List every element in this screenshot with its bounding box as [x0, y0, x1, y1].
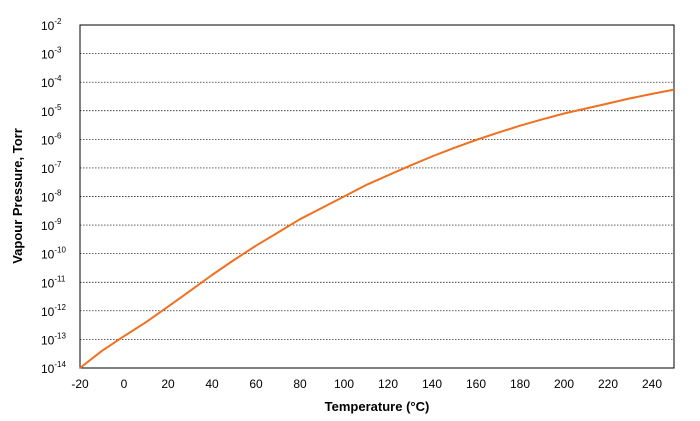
y-tick-base: 10: [41, 191, 55, 205]
grid-lines: [80, 53, 674, 340]
x-tick-label: 0: [121, 377, 128, 391]
y-tick-exponent: -14: [54, 360, 66, 369]
y-tick-base: 10: [41, 105, 55, 119]
y-tick-exponent: -9: [54, 217, 62, 226]
y-tick-base: 10: [41, 162, 55, 176]
x-tick-label: 40: [205, 377, 219, 391]
x-tick-label: 60: [249, 377, 263, 391]
x-tick-label: 240: [642, 377, 662, 391]
y-tick-label: 10-9: [41, 217, 62, 233]
y-tick-base: 10: [41, 333, 55, 347]
y-tick-label: 10-7: [41, 160, 62, 176]
y-tick-exponent: -5: [54, 103, 62, 112]
vapour-pressure-series-line: [79, 88, 675, 369]
y-axis-title: Vapour Pressure, Torr: [10, 128, 25, 264]
y-tick-base: 10: [41, 76, 55, 90]
y-tick-base: 10: [41, 19, 55, 33]
y-tick-base: 10: [41, 219, 55, 233]
x-tick-label: 220: [598, 377, 618, 391]
x-axis-title: Temperature (°C): [325, 399, 430, 414]
y-tick-base: 10: [41, 276, 55, 290]
y-tick-label: 10-12: [41, 303, 66, 319]
y-tick-base: 10: [41, 133, 55, 147]
x-tick-label: 80: [293, 377, 307, 391]
y-tick-label: 10-6: [41, 131, 62, 147]
y-tick-exponent: -13: [54, 331, 66, 340]
y-tick-exponent: -4: [54, 74, 62, 83]
y-tick-exponent: -11: [54, 274, 66, 283]
y-tick-label: 10-10: [41, 246, 66, 262]
y-tick-label: 10-14: [41, 360, 66, 376]
x-tick-label: 200: [554, 377, 574, 391]
plot-area-frame: [79, 24, 675, 369]
x-tick-label: 100: [334, 377, 354, 391]
y-tick-exponent: -2: [54, 17, 62, 26]
y-tick-exponent: -6: [54, 131, 62, 140]
y-tick-label: 10-3: [41, 46, 62, 62]
y-tick-exponent: -12: [54, 303, 66, 312]
y-tick-label: 10-2: [41, 17, 62, 33]
y-tick-exponent: -8: [54, 189, 62, 198]
y-tick-exponent: -10: [54, 246, 66, 255]
y-tick-label: 10-4: [41, 74, 62, 90]
y-tick-exponent: -3: [54, 46, 62, 55]
y-tick-base: 10: [41, 248, 55, 262]
series-layer: [79, 88, 675, 369]
x-tick-label: 20: [161, 377, 175, 391]
y-axis-tick-labels: 10-1410-1310-1210-1110-1010-910-810-710-…: [41, 17, 66, 376]
y-tick-label: 10-8: [41, 189, 62, 205]
x-tick-label: 140: [422, 377, 442, 391]
y-tick-label: 10-13: [41, 331, 66, 347]
y-tick-base: 10: [41, 305, 55, 319]
x-tick-label: 160: [466, 377, 486, 391]
y-tick-base: 10: [41, 362, 55, 376]
x-tick-label: 180: [510, 377, 530, 391]
x-axis-tick-labels: -20 0 20 40 60 80 100 120 140 160 180 200 220 240: [71, 377, 662, 391]
y-tick-base: 10: [41, 48, 55, 62]
x-tick-label: 120: [378, 377, 398, 391]
y-tick-label: 10-5: [41, 103, 62, 119]
y-tick-exponent: -7: [54, 160, 62, 169]
y-tick-label: 10-11: [41, 274, 66, 290]
x-tick-label: -20: [71, 377, 89, 391]
